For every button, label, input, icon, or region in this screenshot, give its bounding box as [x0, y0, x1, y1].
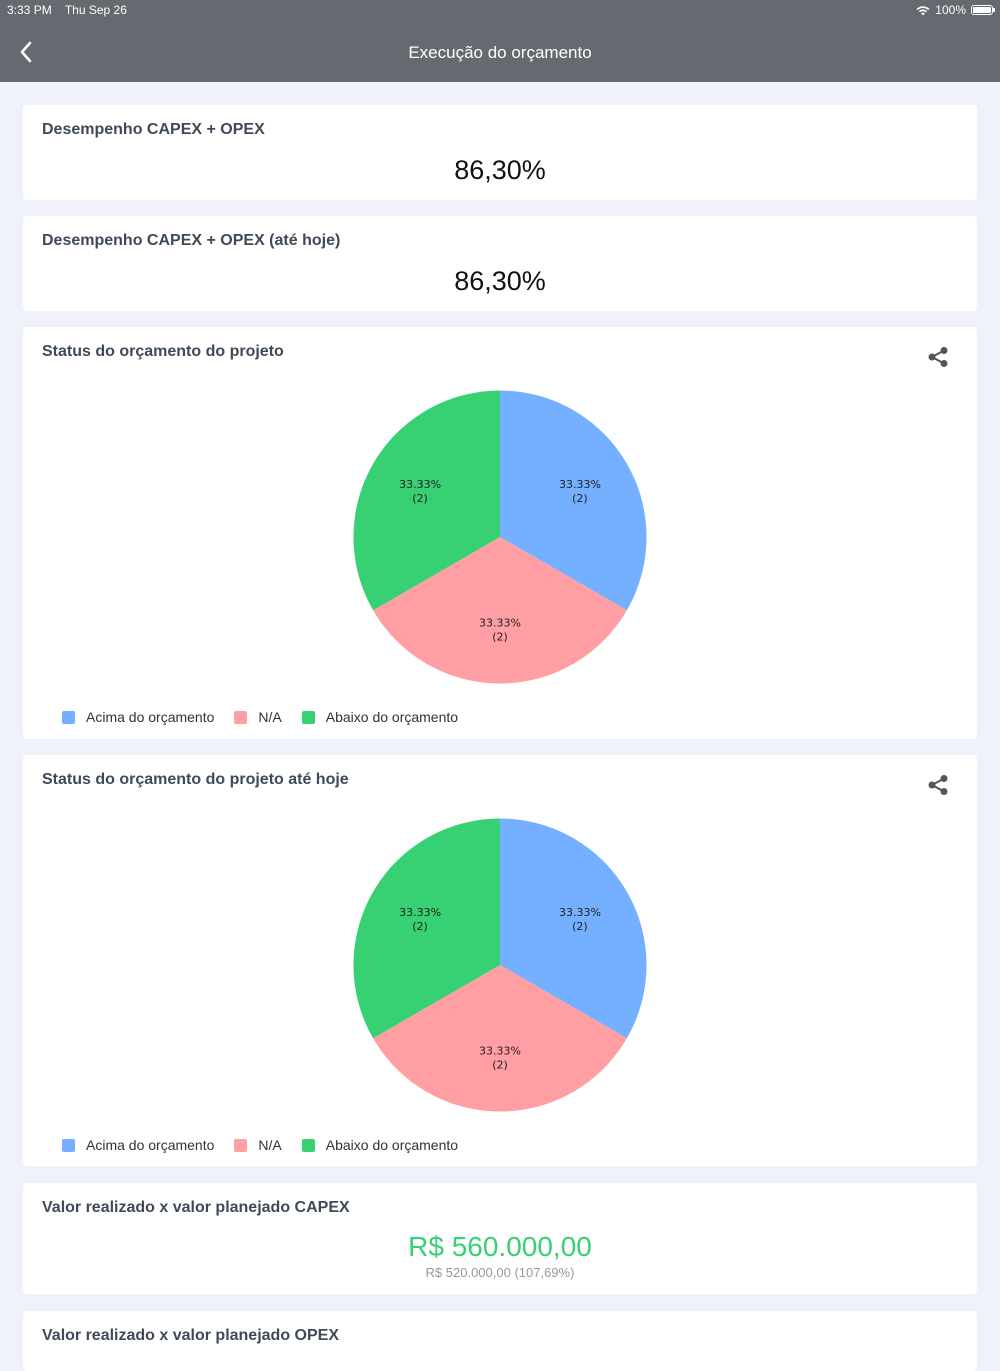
pie-label-percent: 33.33% [559, 906, 601, 919]
chevron-left-icon [20, 41, 32, 63]
legend-item-na: N/A [234, 1137, 282, 1153]
legend-item-abaixo: Abaixo do orçamento [301, 709, 459, 725]
legend-label: Abaixo do orçamento [325, 1137, 459, 1153]
pie-label-count: (2) [492, 630, 508, 643]
page-title: Execução do orçamento [408, 43, 592, 62]
kpi-card-total: Desempenho CAPEX + OPEX 86,30% [23, 105, 977, 200]
kpi-title: Desempenho CAPEX + OPEX (até hoje) [42, 232, 341, 249]
wifi-icon [916, 5, 930, 15]
pie-label-count: (2) [572, 492, 588, 505]
chart-title: Status do orçamento do projeto [42, 343, 284, 360]
kpi-title: Desempenho CAPEX + OPEX [42, 121, 265, 138]
capex-title: Valor realizado x valor planejado CAPEX [42, 1199, 350, 1216]
pie-label-percent: 33.33% [399, 906, 441, 919]
legend-swatch [62, 710, 75, 724]
pie-slice-abaixo[interactable] [353, 818, 501, 1039]
capex-realized-value: R$ 560.000,00 [408, 1231, 592, 1262]
legend-label: N/A [258, 1137, 282, 1153]
pie-label-count: (2) [492, 1058, 508, 1071]
legend-swatch [234, 1138, 248, 1152]
legend-item-acima: Acima do orçamento [62, 1137, 214, 1153]
kpi-value: 86,30% [454, 155, 546, 185]
legend-label: Acima do orçamento [86, 1137, 215, 1153]
legend-item-acima: Acima do orçamento [62, 709, 214, 725]
capex-planned-value: R$ 520.000,00 (107,69%) [425, 1265, 575, 1280]
pie-label-count: (2) [412, 492, 428, 505]
pie-slice-abaixo[interactable] [353, 390, 501, 611]
back-button[interactable] [12, 38, 40, 66]
legend-label: N/A [258, 709, 282, 725]
pie-chart: 33.33%(2)33.33%(2)33.33%(2) [353, 390, 647, 684]
chart-card-project-status: Status do orçamento do projeto 33.33% (2)… [23, 327, 977, 739]
kpi-value: 86,30% [454, 266, 546, 296]
pie-label-percent: 33.33% [479, 616, 521, 629]
share-icon[interactable] [927, 774, 949, 796]
pie-label-percent: 33.33% [399, 478, 441, 491]
legend-label: Acima do orçamento [86, 709, 215, 725]
kpi-card-to-date: Desempenho CAPEX + OPEX (até hoje) 86,30… [23, 216, 977, 311]
battery-icon [971, 5, 995, 15]
pie-label-percent: 33.33% [559, 478, 601, 491]
legend-swatch [62, 1138, 75, 1152]
pie-label-count: (2) [412, 920, 428, 933]
status-time: 3:33 PM [7, 3, 52, 17]
navigation-bar: 3:33 PM Thu Sep 26 100% Execução do orça… [0, 0, 1000, 82]
legend-swatch [301, 1138, 315, 1152]
legend-swatch [301, 710, 315, 724]
battery-percent: 100% [935, 3, 966, 17]
legend-item-abaixo: Abaixo do orçamento [301, 1137, 459, 1153]
legend-label: Abaixo do orçamento [325, 709, 459, 725]
legend-item-na: N/A [234, 709, 282, 725]
chart-legend: Acima do orçamento N/A Abaixo do orçamen… [62, 709, 478, 725]
opex-card: Valor realizado x valor planejado OPEX [23, 1311, 977, 1371]
chart-title: Status do orçamento do projeto até hoje [42, 771, 349, 788]
chart-card-project-status-to-date: Status do orçamento do projeto até hoje … [23, 755, 977, 1166]
share-icon[interactable] [927, 346, 949, 368]
pie-label-count: (2) [572, 920, 588, 933]
legend-swatch [234, 710, 248, 724]
status-date: Thu Sep 26 [64, 3, 127, 17]
pie-slice-acima[interactable] [500, 390, 647, 611]
pie-label-percent: 33.33% [479, 1044, 521, 1057]
pie-slice-na[interactable] [373, 965, 627, 1112]
opex-title: Valor realizado x valor planejado OPEX [42, 1327, 339, 1344]
pie-slice-na[interactable] [373, 537, 627, 684]
pie-slice-acima[interactable] [500, 818, 647, 1039]
chart-legend: Acima do orçamento N/A Abaixo do orçamen… [62, 1137, 478, 1153]
pie-chart: 33.33%(2)33.33%(2)33.33%(2) [353, 818, 647, 1112]
status-bar-left: 3:33 PM Thu Sep 26 [7, 3, 137, 17]
capex-card: Valor realizado x valor planejado CAPEX … [23, 1183, 977, 1294]
status-bar-right: 100% [916, 3, 995, 17]
